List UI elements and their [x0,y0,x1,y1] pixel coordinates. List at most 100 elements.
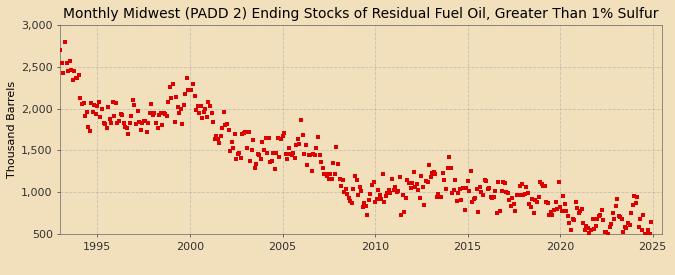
Point [242,145,252,150]
Point [72,76,83,80]
Point [385,190,396,195]
Point [433,191,443,196]
Point [524,202,535,206]
Point [592,217,603,221]
Point [203,100,214,104]
Point [373,188,383,192]
Point [148,113,159,118]
Point [291,143,302,147]
Point [501,190,512,194]
Point [576,207,587,211]
Point [128,98,138,103]
Point [476,190,487,194]
Point [447,191,458,195]
Point [202,114,213,119]
Point [377,172,388,176]
Point [163,99,173,104]
Point [556,209,567,213]
Point [601,230,612,234]
Point [335,184,346,188]
Point [57,60,68,65]
Point [109,114,119,118]
Point [643,228,653,232]
Point [589,227,599,231]
Point [535,180,545,185]
Point [370,200,381,204]
Point [280,151,291,156]
Point [98,120,109,125]
Point [388,188,399,192]
Point [436,195,447,199]
Point [348,187,359,192]
Point [428,170,439,174]
Point [95,114,106,119]
Point [381,194,392,198]
Point [288,151,299,155]
Point [446,166,456,170]
Y-axis label: Thousand Barrels: Thousand Barrels [7,81,17,178]
Point [339,190,350,194]
Point [97,107,107,111]
Point [626,211,637,215]
Point [316,160,327,164]
Point [290,155,300,160]
Point [195,104,206,109]
Point [357,205,368,210]
Point [364,197,375,202]
Point [597,208,608,212]
Point [81,110,92,114]
Point [595,213,605,217]
Point [61,61,72,65]
Point [421,178,431,183]
Point [182,76,192,80]
Point [572,206,583,211]
Point [256,156,267,161]
Point [550,200,561,204]
Point [344,196,354,200]
Point [627,203,638,208]
Point [249,166,260,170]
Point [205,103,215,108]
Point [502,190,513,195]
Point [393,189,404,194]
Point [176,107,186,112]
Point [243,130,254,134]
Point [111,101,122,105]
Point [435,194,446,199]
Point [538,183,549,188]
Point [117,112,128,117]
Point [375,192,385,197]
Point [149,111,160,115]
Point [443,155,454,159]
Point [172,104,183,109]
Point [237,131,248,136]
Point [115,112,126,116]
Point [240,130,251,134]
Point [325,172,335,177]
Point [234,151,245,155]
Point [450,178,460,183]
Point [92,104,103,108]
Point [400,196,411,200]
Point [132,109,143,113]
Point [259,148,269,152]
Point [321,172,331,176]
Point [319,172,329,176]
Point [555,205,566,209]
Point [305,153,316,157]
Point [191,108,202,112]
Point [622,221,633,225]
Point [226,140,237,144]
Point [644,232,655,236]
Point [424,163,435,167]
Point [58,71,69,76]
Point [508,202,519,206]
Point [213,136,223,141]
Point [146,102,157,106]
Point [198,110,209,114]
Point [268,151,279,155]
Point [248,138,259,142]
Point [231,157,242,161]
Point [360,204,371,208]
Point [425,175,436,179]
